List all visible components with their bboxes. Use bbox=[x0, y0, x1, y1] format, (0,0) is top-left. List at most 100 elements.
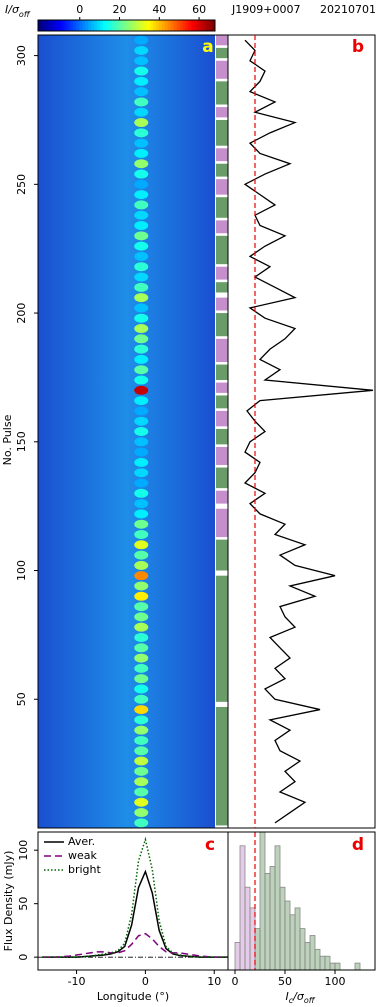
bright-segment bbox=[216, 81, 228, 105]
weak-segment bbox=[216, 490, 228, 504]
weak-segment bbox=[216, 179, 228, 195]
pulse-row bbox=[134, 571, 149, 581]
legend-label: bright bbox=[68, 863, 102, 876]
weak-segment bbox=[216, 508, 228, 538]
profile-line bbox=[42, 869, 228, 958]
colorbar-cell bbox=[85, 20, 89, 31]
pulse-row bbox=[134, 128, 149, 138]
colorbar-cell bbox=[91, 20, 95, 31]
pulse-row bbox=[134, 282, 149, 292]
hist-bar bbox=[309, 935, 316, 971]
colorbar-cell bbox=[161, 20, 166, 31]
pulse-row bbox=[134, 241, 149, 251]
pulse-row bbox=[134, 406, 149, 416]
panel-d-frame bbox=[227, 831, 376, 971]
colorbar-cell bbox=[61, 20, 66, 31]
legend-label: Aver. bbox=[68, 835, 95, 848]
profile-line bbox=[42, 932, 228, 958]
colorbar-cell bbox=[158, 20, 163, 31]
weak-segment bbox=[216, 446, 228, 465]
colorbar-cell bbox=[123, 20, 127, 31]
weak-segment bbox=[216, 297, 228, 311]
y-tick-label: 300 bbox=[15, 45, 28, 66]
source: J1909+0007 bbox=[231, 3, 300, 16]
hist-bar bbox=[279, 886, 286, 971]
weak-segment bbox=[216, 35, 228, 46]
pulse-row bbox=[134, 622, 149, 632]
bright-segment bbox=[216, 428, 228, 445]
bright-segment bbox=[216, 364, 228, 381]
pulse-row bbox=[134, 818, 149, 828]
hist-bar bbox=[274, 845, 281, 971]
hist-bar bbox=[234, 942, 241, 971]
pulse-row bbox=[134, 643, 149, 653]
colorbar-cell bbox=[40, 20, 45, 31]
pulse-row bbox=[134, 674, 149, 684]
pulse-row bbox=[134, 159, 149, 169]
bright-segment bbox=[216, 163, 228, 177]
colorbar-cell bbox=[43, 20, 48, 31]
hist-bar bbox=[329, 962, 336, 971]
y-tick-label: 150 bbox=[15, 431, 28, 452]
bright-segment bbox=[216, 119, 228, 146]
pulse-row bbox=[134, 478, 149, 488]
hist-bar bbox=[259, 831, 266, 971]
pulse-row bbox=[134, 581, 149, 591]
colorbar-cell bbox=[88, 20, 92, 31]
pulse-row bbox=[134, 684, 149, 694]
colorbar-cell bbox=[79, 20, 83, 31]
colorbar-cell bbox=[173, 20, 178, 31]
weak-segment bbox=[216, 107, 228, 118]
bright-segment bbox=[216, 706, 228, 826]
hist-bar bbox=[324, 955, 331, 971]
weak-segment bbox=[216, 220, 228, 234]
x-tick-label: 10 bbox=[207, 975, 221, 988]
pulse-row bbox=[134, 715, 149, 725]
colorbar-cell bbox=[144, 20, 148, 31]
colorbar-cell bbox=[167, 20, 172, 31]
pulse-row bbox=[134, 509, 149, 519]
weak-segment bbox=[216, 410, 228, 427]
colorbar-cell bbox=[76, 20, 80, 31]
hist-bar bbox=[304, 942, 311, 971]
colorbar-cell bbox=[55, 20, 60, 31]
pulse-row bbox=[134, 293, 149, 303]
pulse-row bbox=[134, 756, 149, 766]
colorbar-cell bbox=[182, 20, 186, 31]
pulse-row bbox=[134, 808, 149, 818]
y-tick-label: 100 bbox=[17, 840, 30, 861]
bright-segment bbox=[216, 575, 228, 702]
pulse-row bbox=[134, 777, 149, 787]
y-tick-label: 50 bbox=[17, 897, 30, 911]
bright-segment bbox=[216, 235, 228, 265]
x-axis-title-part: /σ bbox=[292, 990, 305, 1003]
hist-bar bbox=[294, 907, 301, 971]
panel-b-frame bbox=[227, 34, 376, 829]
colorbar-cell bbox=[212, 20, 216, 31]
hist-bar bbox=[269, 866, 276, 971]
pulse-row bbox=[134, 612, 149, 622]
pulse-row bbox=[134, 210, 149, 220]
y-tick-label: 200 bbox=[15, 303, 28, 324]
bright-segment bbox=[216, 282, 228, 293]
hist-bar bbox=[314, 948, 321, 971]
weak-segment bbox=[216, 266, 228, 280]
pulse-row bbox=[134, 396, 149, 406]
hist-bar bbox=[319, 955, 326, 971]
colorbar-cell bbox=[105, 20, 110, 31]
colorbar-cell bbox=[194, 20, 198, 31]
pulse-row bbox=[134, 118, 149, 128]
pulse-row bbox=[134, 303, 149, 313]
bright-segment bbox=[216, 47, 228, 59]
pulse-row bbox=[134, 766, 149, 776]
pulse-row bbox=[134, 468, 149, 478]
pulse-row bbox=[134, 35, 149, 45]
pulse-row bbox=[134, 375, 149, 385]
pulse-row bbox=[134, 540, 149, 550]
colorbar-cell bbox=[206, 20, 210, 31]
colorbar-cell bbox=[153, 20, 157, 31]
colorbar-cell bbox=[94, 20, 98, 31]
pulse-row bbox=[134, 76, 149, 86]
colorbar-cell bbox=[179, 20, 184, 31]
pulse-row bbox=[134, 365, 149, 375]
